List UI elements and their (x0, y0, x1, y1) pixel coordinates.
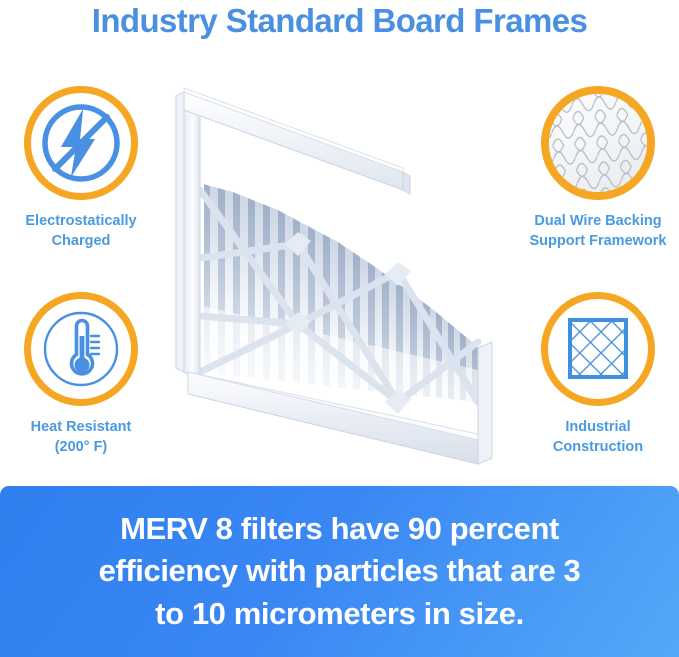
feature-industrial-construction: Industrial Construction (513, 292, 679, 457)
filter-frame-right-cap (477, 341, 493, 465)
filter-frame-left-rail (175, 91, 201, 385)
feature-caption-line1: Heat Resistant (30, 419, 132, 435)
feature-icon-ring (24, 292, 138, 406)
feature-electrostatically-charged: Electrostatically Charged (0, 86, 166, 251)
wire-mesh-photo-icon (549, 94, 647, 192)
banner-text: MERV 8 filters have 90 percent efficienc… (40, 508, 640, 635)
feature-caption-line1: Dual Wire Backing (534, 213, 662, 229)
merv-rating-banner: MERV 8 filters have 90 percent efficienc… (0, 486, 679, 657)
feature-caption-line2: (200° F) (54, 439, 108, 455)
wire-grid-joints (285, 232, 411, 414)
banner-line-3: to 10 micrometers in size. (155, 595, 524, 631)
feature-dual-wire-backing: Dual Wire Backing Support Framework (513, 86, 679, 251)
thermometer-icon (43, 311, 119, 387)
lattice-frame-icon (568, 318, 628, 379)
page-title: Industry Standard Board Frames (91, 2, 588, 39)
feature-caption: Heat Resistant (200° F) (0, 417, 166, 457)
feature-heat-resistant: Heat Resistant (200° F) (0, 292, 166, 457)
feature-caption-line2: Support Framework (529, 233, 667, 249)
feature-caption: Electrostatically Charged (0, 211, 166, 251)
product-image-pleated-air-filter (148, 72, 528, 482)
feature-icon-ring (24, 86, 138, 200)
feature-caption: Dual Wire Backing Support Framework (513, 211, 679, 251)
feature-caption-line1: Industrial (565, 419, 631, 435)
feature-caption: Industrial Construction (513, 417, 679, 457)
pleated-air-filter-illustration (175, 87, 493, 465)
lightning-bolt-no-static-icon (42, 104, 120, 182)
filter-frame-top-rail (183, 87, 411, 195)
feature-caption-line2: Construction (552, 439, 644, 455)
feature-icon-ring (541, 86, 655, 200)
feature-caption-line1: Electrostatically (25, 213, 137, 229)
banner-line-1: MERV 8 filters have 90 percent (120, 510, 559, 546)
feature-icon-ring (541, 292, 655, 406)
dual-wire-support-grid (196, 186, 482, 406)
feature-caption-line2: Charged (51, 233, 111, 249)
banner-line-2: efficiency with particles that are 3 (98, 553, 581, 589)
